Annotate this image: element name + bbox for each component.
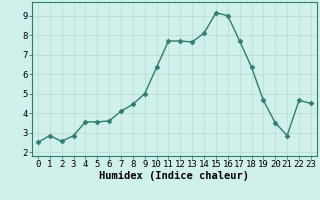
X-axis label: Humidex (Indice chaleur): Humidex (Indice chaleur) [100, 171, 249, 181]
